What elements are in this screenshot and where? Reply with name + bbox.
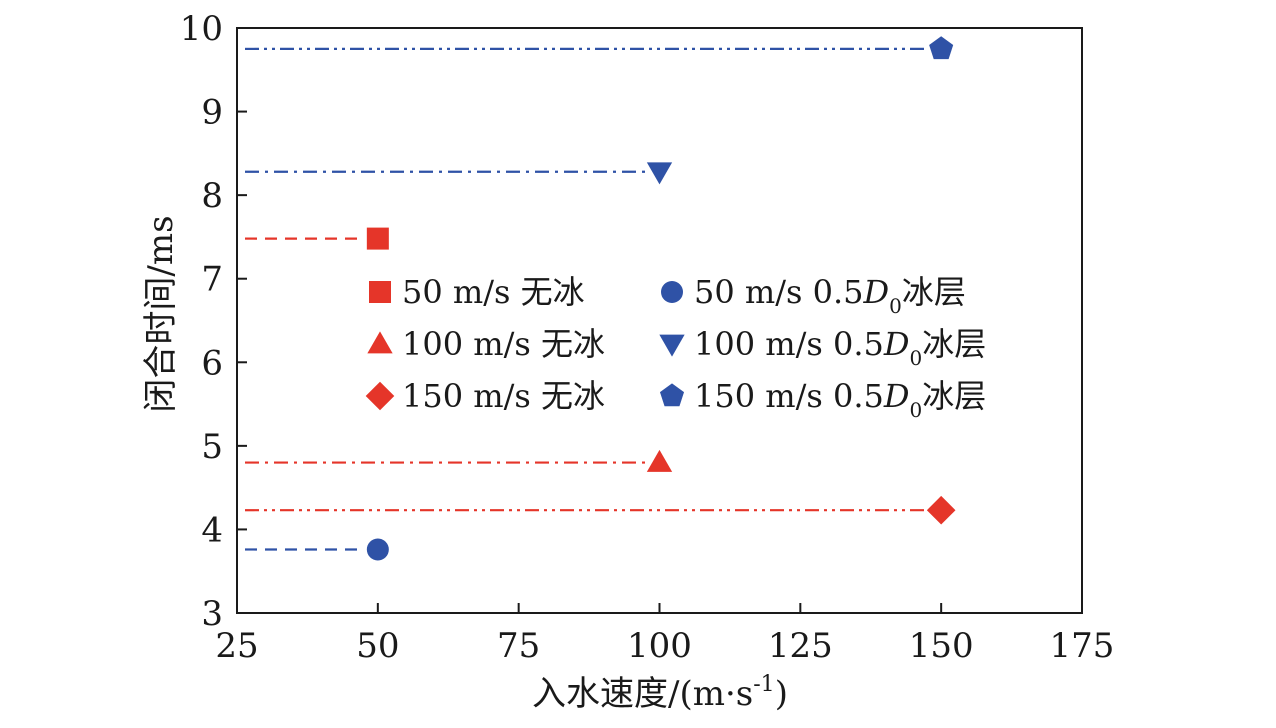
data-point-triangle-down: [646, 162, 673, 185]
legend-marker-square: [369, 281, 391, 303]
legend-marker-circle: [661, 281, 683, 303]
y-tick-label: 8: [201, 176, 223, 216]
x-tick-label: 50: [356, 626, 399, 666]
legend-label-main: 100 m/s 无冰: [402, 325, 605, 363]
legend-marker-diamond: [365, 381, 395, 411]
legend-entry-label: 50 m/s 0.5D0冰层: [694, 273, 966, 318]
legend-entry-label: 100 m/s 0.5D0冰层: [694, 325, 986, 370]
data-point-pentagon: [929, 36, 954, 60]
legend-label-main: 150 m/s 0.5: [694, 377, 884, 415]
x-tick-label: 100: [627, 626, 692, 666]
legend-entry-label: 150 m/s 无冰: [402, 377, 605, 415]
legend-label-main: 50 m/s 无冰: [402, 273, 585, 311]
y-axis-label: 闭合时间/ms: [141, 215, 181, 412]
x-tick-label: 150: [909, 626, 974, 666]
legend-label-subscript: 0: [889, 294, 902, 318]
legend-label-main: 50 m/s 0.5: [694, 273, 864, 311]
y-tick-label: 7: [201, 260, 223, 300]
y-tick-label: 10: [180, 9, 223, 49]
y-tick-label: 9: [201, 93, 223, 133]
legend-label-italic: D: [883, 377, 910, 415]
legend-label-italic: D: [863, 273, 890, 311]
legend-label-end: 冰层: [922, 325, 986, 363]
x-tick-label: 125: [768, 626, 833, 666]
data-point-circle: [366, 538, 389, 561]
legend-marker-triangle-down: [659, 334, 685, 357]
legend-label-end: 冰层: [902, 273, 966, 311]
legend-label-main: 150 m/s 无冰: [402, 377, 605, 415]
x-tick-label: 175: [1050, 626, 1115, 666]
legend-label-subscript: 0: [910, 346, 923, 370]
reference-lines: [245, 47, 928, 551]
y-tick-label: 5: [201, 427, 223, 467]
legend-entry-label: 100 m/s 无冰: [402, 325, 605, 363]
y-axis-ticks: 3 4 5 6 7 8 9 10: [180, 9, 247, 634]
y-tick-label: 6: [201, 343, 223, 383]
legend-label-end: 冰层: [922, 377, 986, 415]
legend-marker-pentagon: [659, 383, 685, 407]
legend-label-subscript: 0: [910, 398, 923, 422]
x-axis-label-end: ): [775, 674, 788, 714]
x-axis-ticks: 25 50 75 100 125 150 175: [215, 603, 1114, 666]
legend-label-main: 100 m/s 0.5: [694, 325, 884, 363]
x-axis-label-main: 入水速度/(m·s: [532, 674, 753, 714]
data-point-triangle-up: [646, 449, 673, 472]
legend-label-italic: D: [883, 325, 910, 363]
legend-entry-label: 50 m/s 无冰: [402, 273, 585, 311]
x-tick-label: 75: [497, 626, 540, 666]
y-tick-label: 4: [201, 510, 223, 550]
x-axis-label: 入水速度/(m·s-1): [532, 672, 788, 714]
x-tick-label: 25: [215, 626, 258, 666]
data-point-square: [366, 227, 389, 250]
x-axis-label-superscript: -1: [753, 672, 774, 697]
data-point-diamond: [926, 495, 956, 525]
legend-marker-triangle-up: [367, 331, 393, 354]
data-markers: [366, 36, 956, 561]
legend-entry-label: 150 m/s 0.5D0冰层: [694, 377, 986, 422]
plot-border: [236, 27, 1083, 614]
plot-frame: [236, 27, 1083, 614]
y-tick-label: 3: [201, 594, 223, 634]
